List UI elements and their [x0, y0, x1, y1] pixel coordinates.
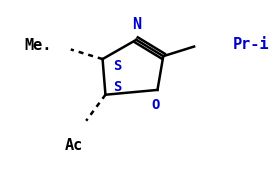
- Text: S: S: [113, 59, 121, 73]
- Text: Ac: Ac: [65, 138, 83, 153]
- Text: Pr-i: Pr-i: [233, 37, 269, 52]
- Text: N: N: [132, 17, 141, 32]
- Text: O: O: [151, 98, 160, 112]
- Text: Me.: Me.: [24, 38, 52, 53]
- Text: S: S: [113, 80, 121, 94]
